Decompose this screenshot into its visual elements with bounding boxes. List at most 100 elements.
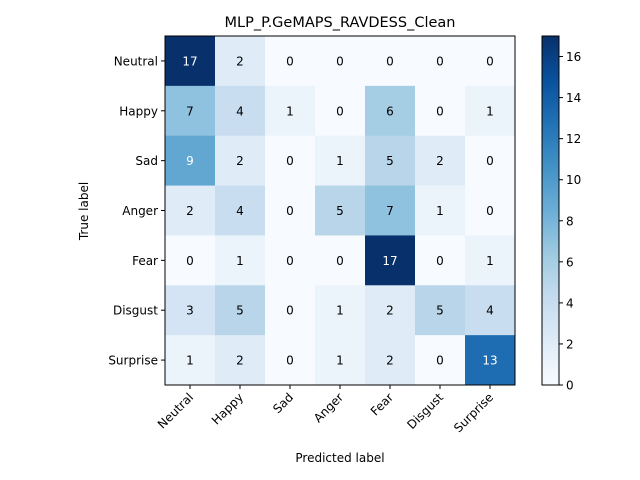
heatmap-cell	[265, 36, 316, 87]
cell-value-label: 0	[286, 354, 294, 368]
heatmap-cell	[315, 36, 366, 87]
cell-value-label: 1	[436, 204, 444, 218]
heatmap-cell	[215, 285, 266, 336]
heatmap-cell	[265, 285, 316, 336]
cell-value-label: 2	[436, 154, 444, 168]
y-tick-label: Neutral	[114, 54, 158, 68]
cell-value-label: 1	[286, 104, 294, 118]
cell-value-label: 0	[436, 254, 444, 268]
cell-value-label: 2	[236, 354, 244, 368]
heatmap-cell	[365, 285, 416, 336]
colorbar-tick-label: 4	[566, 296, 574, 310]
heatmap-cell	[315, 335, 366, 386]
heatmap-cell	[465, 235, 516, 286]
y-tick-label: Anger	[122, 204, 158, 218]
colorbar-tick-label: 6	[566, 255, 574, 269]
heatmap-cell	[415, 135, 466, 187]
cell-value-label: 2	[236, 54, 244, 68]
x-axis-label: Predicted label	[295, 451, 384, 465]
cell-value-label: 2	[386, 304, 394, 318]
cell-value-label: 5	[386, 154, 394, 168]
heatmap-cell	[315, 235, 366, 286]
y-tick-label: Disgust	[113, 304, 158, 318]
heatmap-cell	[415, 285, 466, 336]
heatmap-cell	[365, 235, 416, 286]
x-tick-label: Anger	[311, 390, 346, 425]
cell-value-label: 0	[286, 54, 294, 68]
cell-value-label: 2	[186, 204, 194, 218]
x-tick-label: Neutral	[155, 390, 196, 431]
heatmap-cell	[165, 335, 216, 386]
colorbar-tick-label: 0	[566, 379, 574, 393]
cell-value-label: 7	[186, 104, 194, 118]
y-tick-label: Happy	[119, 104, 158, 118]
heatmap-cell	[165, 36, 216, 87]
cell-value-label: 0	[286, 204, 294, 218]
heatmap-cell	[465, 335, 516, 386]
chart-title: MLP_P.GeMAPS_RAVDESS_Clean	[225, 15, 456, 31]
heatmap-cell	[365, 335, 416, 386]
heatmap-cell	[165, 235, 216, 286]
cell-value-label: 0	[486, 204, 494, 218]
cell-value-label: 0	[286, 254, 294, 268]
heatmap-cell	[165, 85, 216, 137]
heatmap-cell	[365, 85, 416, 137]
cell-value-label: 4	[236, 104, 244, 118]
heatmap-cell	[215, 335, 266, 386]
x-tick-label: Fear	[368, 390, 396, 418]
heatmap-cell	[365, 135, 416, 187]
cell-value-label: 0	[286, 154, 294, 168]
heatmap-cell	[315, 135, 366, 187]
heatmap-cell	[465, 185, 516, 236]
cell-value-label: 0	[486, 154, 494, 168]
cell-value-label: 13	[482, 354, 497, 368]
cell-value-label: 0	[436, 354, 444, 368]
colorbar: 0 2 4 6 8 10 12 14 16	[541, 35, 581, 393]
x-tick-label: Surprise	[451, 390, 496, 435]
cell-value-label: 0	[436, 104, 444, 118]
heatmap-cell	[165, 135, 216, 187]
x-axis: Neutral Happy Sad Anger Fear Disgust Surprise	[155, 385, 496, 435]
heatmap-cell	[215, 135, 266, 187]
heatmap-cell	[315, 85, 366, 137]
heatmap-cell	[415, 185, 466, 236]
heatmap-cell	[415, 85, 466, 137]
heatmap-cells: 17 2 0 0 0 0 07 4 1 0 6 0 19 2 0 1 5 2 02 4 0 5 7 1 00 1 0 0 17 0 13 5 0…	[165, 36, 516, 386]
heatmap-cell	[215, 85, 266, 137]
y-tick-label: Fear	[132, 254, 158, 268]
cell-value-label: 6	[386, 104, 394, 118]
y-axis-label: True label	[77, 182, 91, 241]
cell-value-label: 0	[386, 54, 394, 68]
colorbar-tick-label: 12	[566, 132, 581, 146]
heatmap-cell	[265, 185, 316, 236]
x-tick-label: Sad	[270, 390, 296, 416]
cell-value-label: 0	[336, 254, 344, 268]
colorbar-tick-label: 10	[566, 173, 581, 187]
cell-value-label: 1	[336, 304, 344, 318]
heatmap-cell	[265, 335, 316, 386]
colorbar-tick-label: 14	[566, 91, 581, 105]
cell-value-label: 1	[486, 254, 494, 268]
heatmap-cell	[365, 185, 416, 236]
heatmap-cell	[215, 185, 266, 236]
cell-value-label: 2	[236, 154, 244, 168]
cell-value-label: 1	[336, 154, 344, 168]
cell-value-label: 4	[486, 304, 494, 318]
y-tick-label: Sad	[135, 154, 158, 168]
y-tick-label: Surprise	[108, 354, 158, 368]
heatmap-cell	[465, 135, 516, 187]
heatmap-cell	[415, 36, 466, 87]
heatmap-cell	[315, 285, 366, 336]
cell-value-label: 7	[386, 204, 394, 218]
colorbar-tick-label: 2	[566, 337, 574, 351]
cell-value-label: 9	[186, 154, 194, 168]
heatmap-cell	[465, 36, 516, 87]
y-axis: Neutral Happy Sad Anger Fear Disgust Surprise	[108, 54, 165, 368]
heatmap-cell	[465, 285, 516, 336]
cell-value-label: 17	[182, 54, 197, 68]
cell-value-label: 1	[236, 254, 244, 268]
heatmap-cell	[215, 36, 266, 87]
cell-value-label: 5	[436, 304, 444, 318]
colorbar-tick-label: 16	[566, 50, 581, 64]
